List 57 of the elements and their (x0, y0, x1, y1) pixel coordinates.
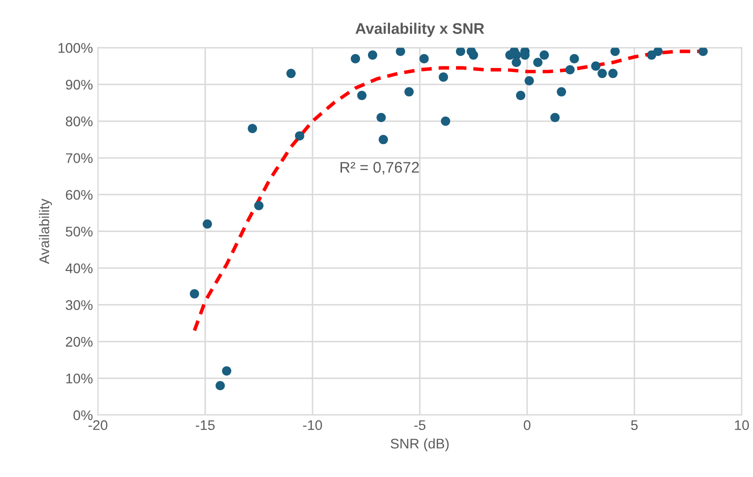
point (396, 48, 406, 56)
point (216, 380, 225, 390)
point (570, 54, 579, 64)
point (550, 112, 560, 122)
point (653, 48, 663, 56)
y-tick-label: 80% (66, 116, 93, 126)
x-axis-title: SNR (dB) (390, 438, 449, 452)
point (698, 48, 708, 56)
y-tick-label: 60% (66, 190, 93, 200)
point (376, 112, 386, 122)
point (357, 90, 367, 100)
point (368, 50, 378, 60)
x-tick-label: -20 (88, 420, 108, 430)
point (608, 68, 618, 78)
point (286, 68, 296, 78)
point (190, 289, 200, 298)
annotation: R² = 0,7672 (340, 162, 419, 175)
point (254, 200, 264, 210)
point (419, 54, 429, 64)
point (610, 48, 620, 56)
point (540, 50, 549, 60)
point (524, 76, 534, 86)
y-tick-label: 90% (66, 80, 93, 90)
point (591, 61, 600, 71)
point (404, 87, 414, 96)
x-tick-label: 10 (735, 420, 749, 430)
y-tick-label: 40% (66, 263, 93, 274)
point (222, 366, 232, 376)
point (598, 68, 607, 78)
x-tick-label: 0 (524, 420, 530, 430)
point (468, 50, 478, 60)
point (516, 90, 526, 100)
chart-title: Availability x SNR (356, 22, 484, 37)
point (350, 54, 360, 64)
point (512, 58, 522, 68)
point (202, 219, 212, 229)
point (294, 131, 304, 141)
point (556, 87, 566, 96)
point (440, 116, 450, 126)
point (438, 72, 448, 82)
point (533, 58, 542, 68)
y-tick-label: 70% (66, 153, 93, 164)
y-tick-label: 50% (66, 226, 93, 237)
point (456, 48, 466, 56)
y-tick-label: 20% (66, 336, 93, 347)
x-tick-label: -10 (303, 420, 322, 430)
point (565, 65, 575, 74)
y-tick-label: 0% (74, 410, 93, 420)
point (248, 124, 258, 134)
x-tick-label: -5 (414, 420, 426, 430)
y-axis-title: Availability (39, 198, 52, 264)
y-tick-label: 100% (58, 43, 93, 53)
point (378, 134, 388, 144)
y-tick-label: 30% (66, 300, 93, 310)
x-tick-label: -15 (196, 420, 215, 430)
x-tick-label: 5 (631, 420, 638, 430)
y-tick-label: 10% (66, 374, 93, 384)
